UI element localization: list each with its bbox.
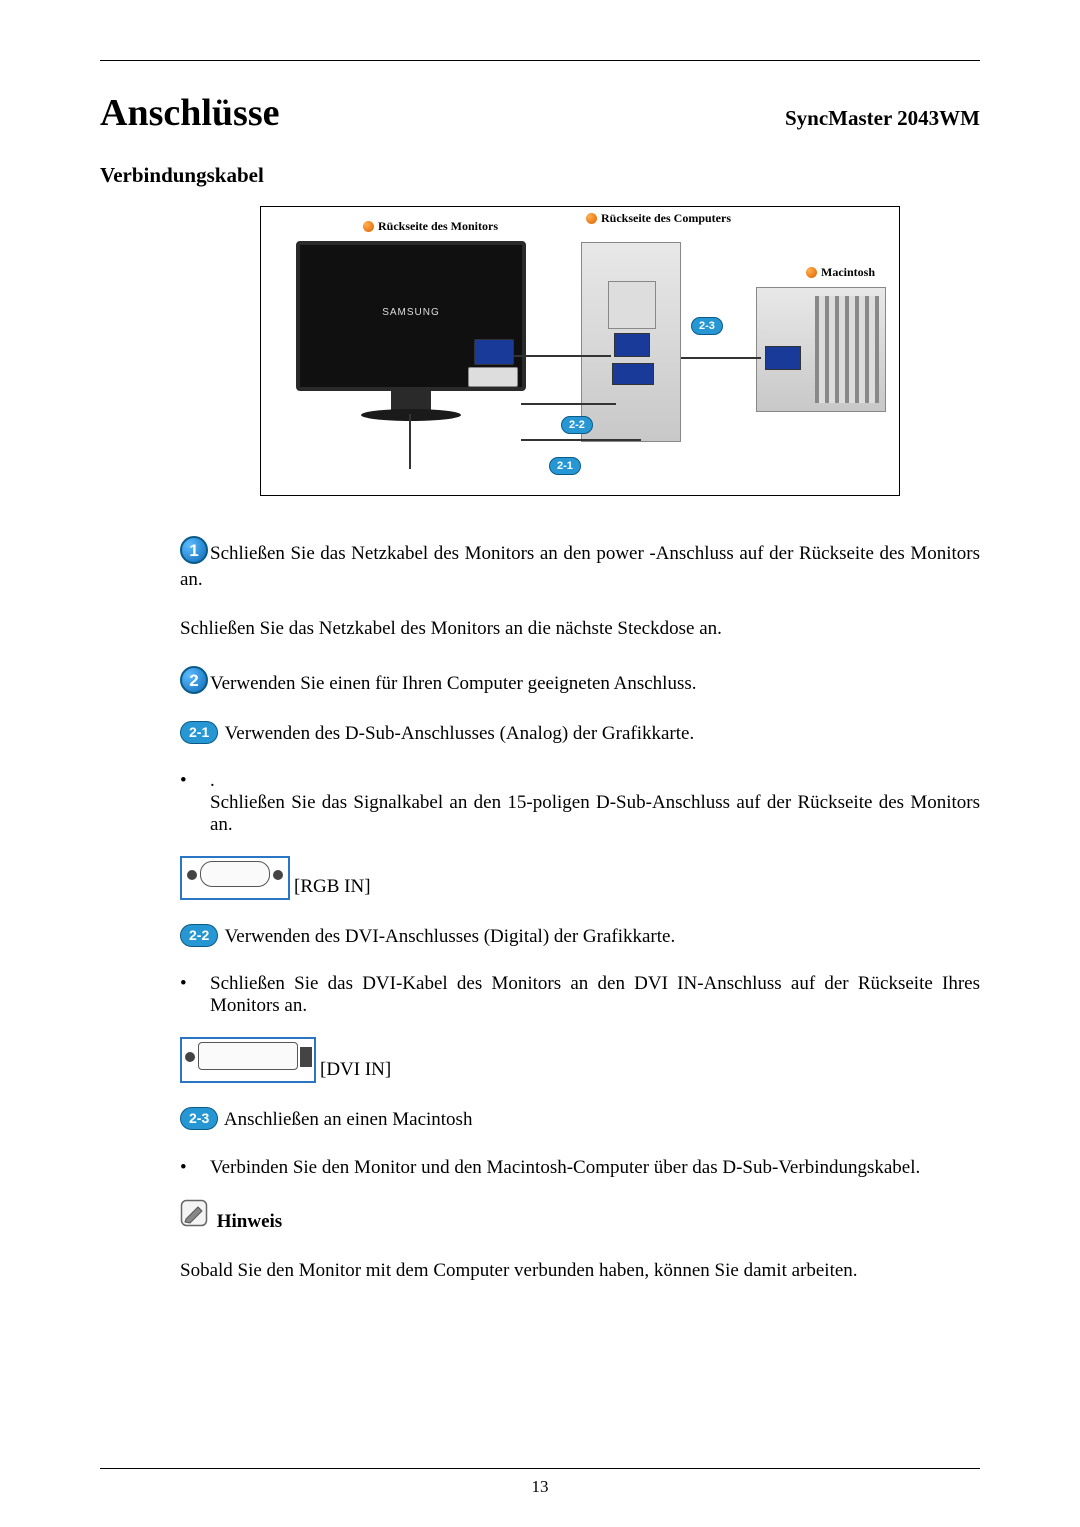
label-monitor: Rückseite des Monitors (363, 219, 498, 234)
model-label: SyncMaster 2043WM (785, 106, 980, 131)
dvi-port-row: [DVI IN] (180, 1037, 980, 1083)
cable (681, 357, 761, 359)
content-block: Rückseite des Monitors Rückseite des Com… (180, 206, 980, 1284)
pill-badge-2-3: 2-3 (180, 1107, 218, 1130)
monitor-port-dsub (474, 339, 514, 365)
mac-port (765, 346, 801, 370)
bullet-marker: • (180, 1157, 210, 1179)
pill-2-1: 2-1 (549, 457, 581, 475)
label-mac-text: Macintosh (821, 265, 875, 280)
page-title: Anschlüsse (100, 91, 280, 135)
page-number: 13 (0, 1477, 1080, 1497)
step-2-2-head-text: Verwenden des DVI-Anschlusses (Digital) … (220, 926, 675, 947)
rule-top (100, 60, 980, 61)
monitor-base (361, 409, 461, 421)
note-heading: Hinweis (180, 1199, 980, 1235)
note-body: Sobald Sie den Monitor mit dem Computer … (180, 1258, 980, 1284)
pc-card (608, 281, 656, 329)
blob-icon (586, 213, 597, 224)
label-computer-text: Rückseite des Computers (601, 211, 731, 226)
step-1-text: Schließen Sie das Netzkabel des Monitors… (180, 543, 980, 590)
pill-2-2: 2-2 (561, 416, 593, 434)
rule-bottom (100, 1468, 980, 1469)
step-2-1-head: 2-1 Verwenden des D-Sub-Anschlusses (Ana… (180, 721, 980, 747)
note-label: Hinweis (212, 1211, 282, 1232)
mac-grille (815, 296, 879, 403)
blob-icon (363, 221, 374, 232)
bullet-2-2: • Schließen Sie das DVI-Kabel des Monito… (180, 973, 980, 1017)
step-2-text: Verwenden Sie einen für Ihren Computer g… (210, 673, 696, 694)
mac-tower-graphic (756, 287, 886, 412)
connection-diagram: Rückseite des Monitors Rückseite des Com… (260, 206, 900, 496)
label-monitor-text: Rückseite des Monitors (378, 219, 498, 234)
step-2-3-head: 2-3 Anschließen an einen Macintosh (180, 1107, 980, 1133)
rgb-port-row: [RGB IN] (180, 856, 980, 900)
step-1: 1Schließen Sie das Netzkabel des Monitor… (180, 536, 980, 592)
step-2-1-head-text: Verwenden des D-Sub-Anschlusses (Analog)… (220, 723, 694, 744)
bullet-2-1-dot: . (210, 770, 980, 792)
bullet-2-1-text: Schließen Sie das Signalkabel an den 15-… (210, 792, 980, 836)
step-2-3-head-text: Anschließen an einen Macintosh (220, 1109, 472, 1130)
label-mac: Macintosh (806, 265, 875, 280)
pc-port-dsub (614, 333, 650, 357)
cable (521, 439, 641, 441)
blob-icon (806, 267, 817, 278)
bullet-2-1: • . Schließen Sie das Signalkabel an den… (180, 770, 980, 836)
dvi-port-label: [DVI IN] (320, 1059, 391, 1080)
note-icon (180, 1199, 208, 1235)
dvi-port-icon (180, 1037, 316, 1083)
pc-tower-graphic (581, 242, 681, 442)
step-2: 2Verwenden Sie einen für Ihren Computer … (180, 666, 980, 697)
bullet-2-3: • Verbinden Sie den Monitor und den Maci… (180, 1157, 980, 1179)
pill-badge-2-2: 2-2 (180, 924, 218, 947)
numbered-badge-2: 2 (180, 666, 208, 694)
label-computer: Rückseite des Computers (586, 211, 731, 226)
bullet-marker: • (180, 770, 210, 836)
pc-port-dvi (612, 363, 654, 385)
cable (513, 355, 611, 357)
step-1b: Schließen Sie das Netzkabel des Monitors… (180, 616, 980, 642)
monitor-graphic: SAMSUNG (296, 241, 526, 416)
monitor-port-dvi (468, 367, 518, 387)
numbered-badge-1: 1 (180, 536, 208, 564)
monitor-stand (391, 389, 431, 411)
rgb-port-icon (180, 856, 290, 900)
samsung-logo: SAMSUNG (300, 307, 522, 318)
rgb-port-label: [RGB IN] (294, 876, 371, 897)
bullet-marker: • (180, 973, 210, 1017)
section-subtitle: Verbindungskabel (100, 163, 980, 188)
cable (409, 414, 411, 469)
bullet-2-3-text: Verbinden Sie den Monitor und den Macint… (210, 1157, 980, 1179)
pill-badge-2-1: 2-1 (180, 721, 218, 744)
pill-2-3: 2-3 (691, 317, 723, 335)
step-2-2-head: 2-2 Verwenden des DVI-Anschlusses (Digit… (180, 924, 980, 950)
cable (521, 403, 616, 405)
title-row: Anschlüsse SyncMaster 2043WM (100, 91, 980, 135)
bullet-2-2-text: Schließen Sie das DVI-Kabel des Monitors… (210, 973, 980, 1017)
